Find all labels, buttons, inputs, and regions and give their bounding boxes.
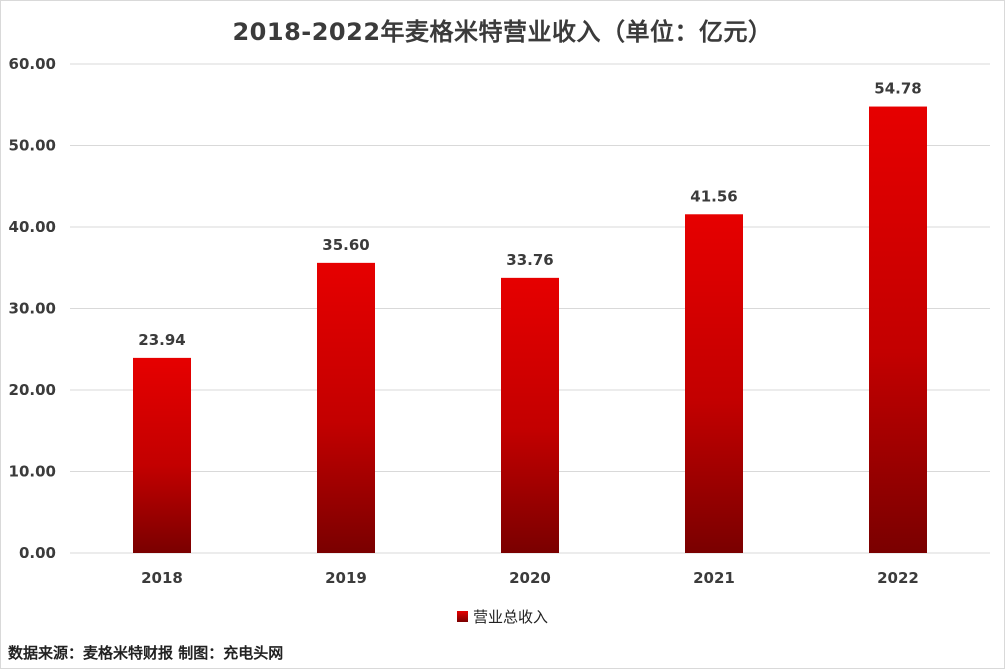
legend: 营业总收入 bbox=[0, 606, 1005, 627]
y-axis-ticks: 0.00 10.00 20.00 30.00 40.00 50.00 60.00 bbox=[9, 55, 56, 562]
data-label-2022: 54.78 bbox=[874, 80, 921, 98]
y-tick-label: 40.00 bbox=[9, 218, 56, 236]
y-tick-label: 0.00 bbox=[19, 544, 56, 562]
y-tick-label: 20.00 bbox=[9, 381, 56, 399]
x-tick-label: 2019 bbox=[325, 569, 367, 587]
bar-2019 bbox=[317, 262, 375, 553]
x-axis-ticks: 2018 2019 2020 2021 2022 bbox=[141, 569, 919, 587]
bar-2020 bbox=[501, 277, 559, 553]
source-note: 数据来源：麦格米特财报 制图：充电头网 bbox=[8, 644, 284, 662]
chart-title: 2018-2022年麦格米特营业收入（单位：亿元） bbox=[232, 18, 773, 46]
y-tick-label: 10.00 bbox=[9, 463, 56, 481]
data-labels: 23.94 35.60 33.76 41.56 54.78 bbox=[138, 80, 921, 349]
x-tick-label: 2022 bbox=[877, 569, 919, 587]
y-tick-label: 30.00 bbox=[9, 300, 56, 318]
data-label-2018: 23.94 bbox=[138, 331, 185, 349]
x-tick-label: 2021 bbox=[693, 569, 735, 587]
bar-2021 bbox=[685, 214, 743, 553]
data-label-2020: 33.76 bbox=[506, 251, 553, 269]
x-tick-label: 2020 bbox=[509, 569, 551, 587]
x-tick-label: 2018 bbox=[141, 569, 183, 587]
y-tick-label: 50.00 bbox=[9, 137, 56, 155]
data-label-2019: 35.60 bbox=[322, 236, 369, 254]
bar-2018 bbox=[133, 357, 191, 553]
legend-swatch bbox=[456, 611, 468, 622]
data-label-2021: 41.56 bbox=[690, 187, 737, 205]
y-tick-label: 60.00 bbox=[9, 55, 56, 73]
bars bbox=[133, 106, 927, 553]
legend-label: 营业总收入 bbox=[472, 608, 548, 626]
bar-2022 bbox=[869, 106, 927, 553]
